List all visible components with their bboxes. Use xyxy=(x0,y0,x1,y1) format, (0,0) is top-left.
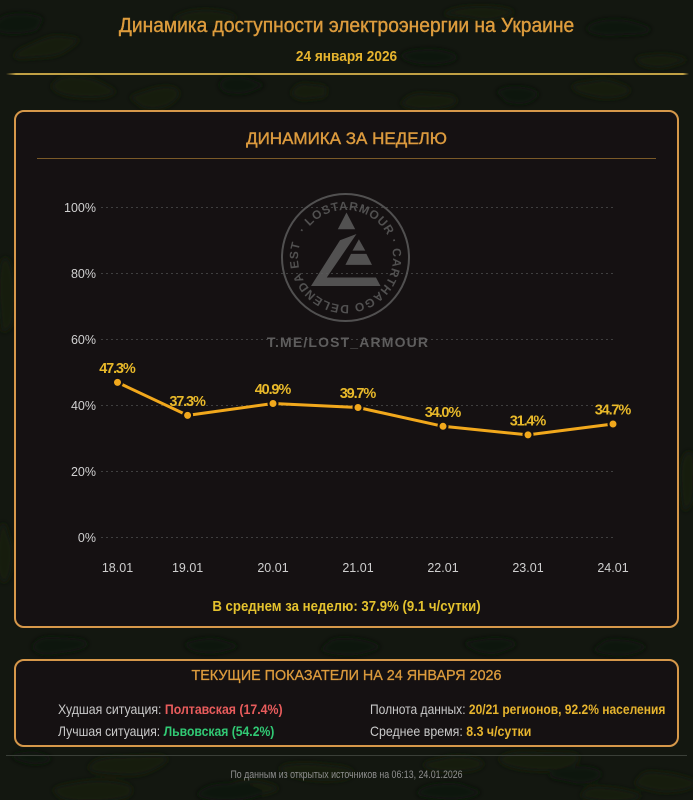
svg-text:40.9%: 40.9% xyxy=(255,382,292,398)
svg-text:31.4%: 31.4% xyxy=(510,414,547,430)
svg-text:39.7%: 39.7% xyxy=(340,386,377,402)
svg-text:20.01: 20.01 xyxy=(257,561,288,575)
svg-text:22.01: 22.01 xyxy=(427,561,458,575)
svg-text:60%: 60% xyxy=(71,333,96,347)
svg-text:23.01: 23.01 xyxy=(512,561,543,575)
svg-text:21.01: 21.01 xyxy=(342,561,373,575)
svg-text:34.7%: 34.7% xyxy=(595,403,632,419)
svg-text:19.01: 19.01 xyxy=(172,561,203,575)
svg-text:40%: 40% xyxy=(71,399,96,413)
svg-text:0%: 0% xyxy=(78,531,96,545)
svg-text:18.01: 18.01 xyxy=(102,561,133,575)
svg-text:80%: 80% xyxy=(71,267,96,281)
svg-text:T.ME/LOST_ARMOUR: T.ME/LOST_ARMOUR xyxy=(267,334,429,350)
svg-text:47.3%: 47.3% xyxy=(99,361,136,377)
svg-text:34.0%: 34.0% xyxy=(425,405,462,421)
svg-text:100%: 100% xyxy=(64,201,96,215)
svg-text:24.01: 24.01 xyxy=(597,561,628,575)
svg-text:37.3%: 37.3% xyxy=(169,394,206,410)
svg-text:20%: 20% xyxy=(71,465,96,479)
